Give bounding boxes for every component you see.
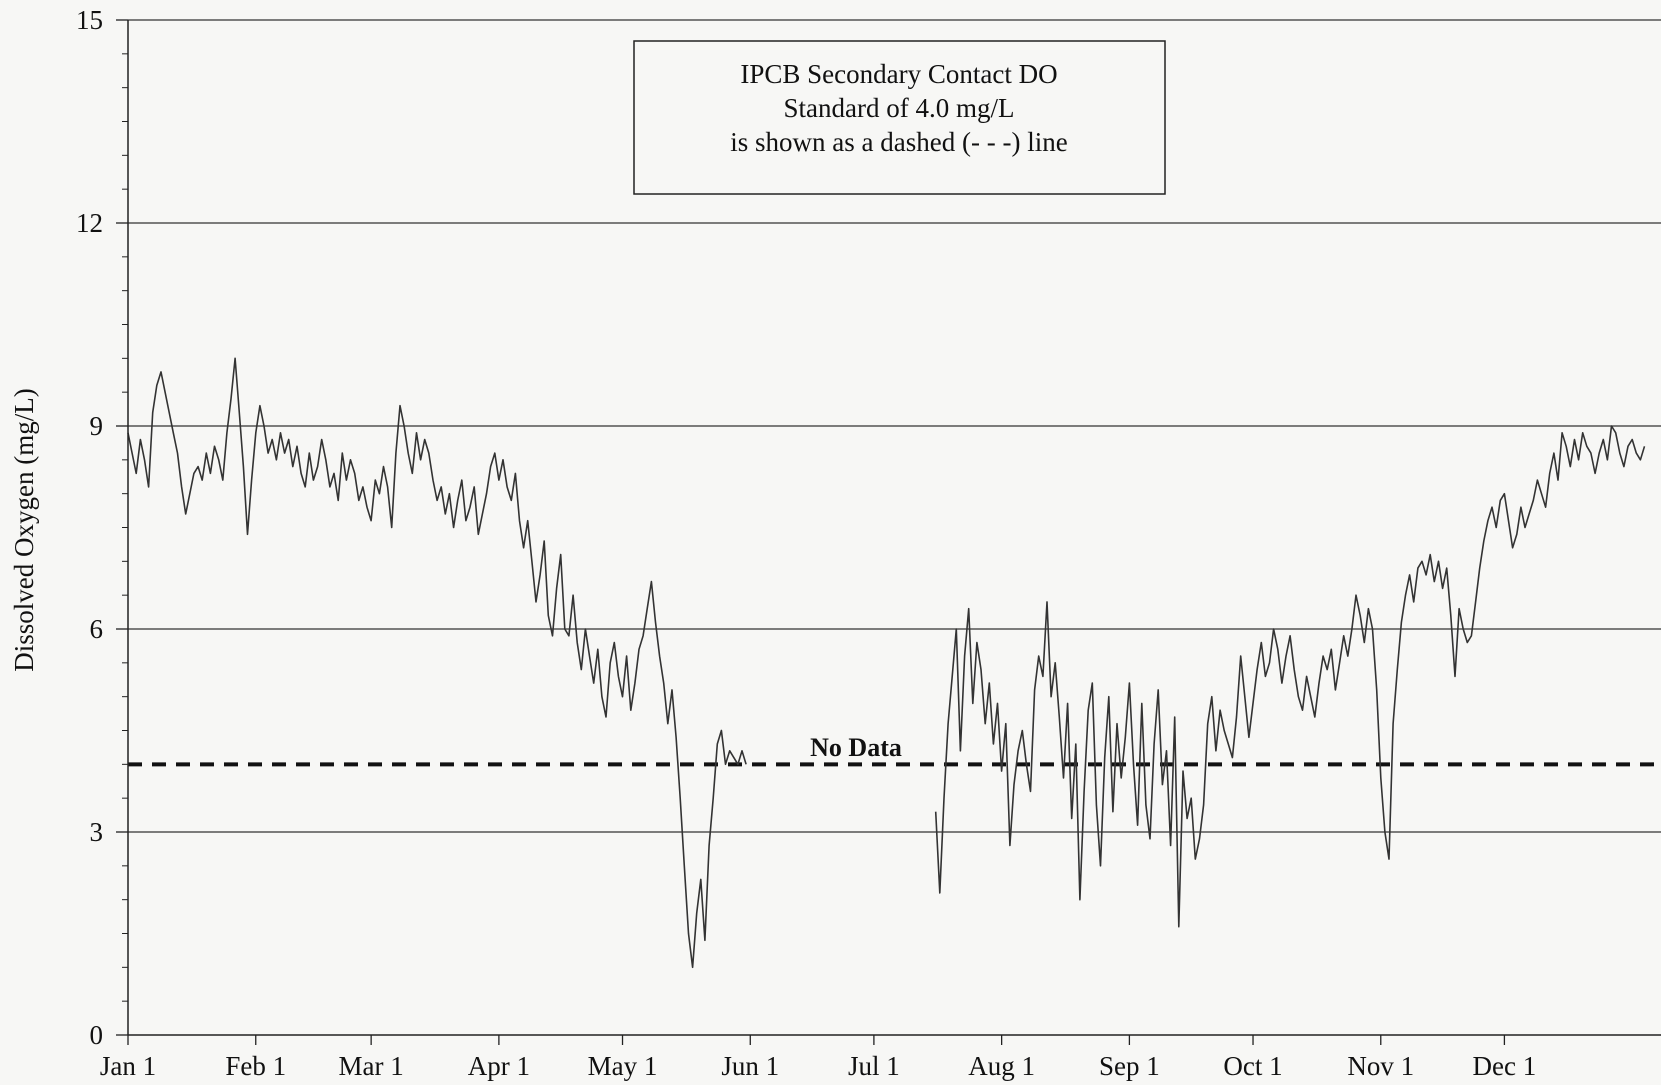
x-tick-label: Apr 1 — [468, 1051, 530, 1081]
annotation-line-1: IPCB Secondary Contact DO — [740, 59, 1057, 89]
axes — [116, 19, 1661, 1045]
x-tick-label: Dec 1 — [1473, 1051, 1537, 1081]
annotation-line-2: Standard of 4.0 mg/L — [784, 93, 1015, 123]
y-tick-label-6: 6 — [90, 614, 104, 644]
x-tick-label: Aug 1 — [968, 1051, 1035, 1081]
x-tick-label: Jun 1 — [721, 1051, 779, 1081]
do-series-line-segment-2 — [934, 425, 1646, 928]
y-tick-label-9: 9 — [90, 411, 104, 441]
do-series-layer — [127, 357, 1646, 969]
y-axis-title: Dissolved Oxygen (mg/L) — [9, 388, 39, 671]
x-tick-label: Feb 1 — [225, 1051, 286, 1081]
x-tick-label: Jan 1 — [100, 1051, 156, 1081]
x-tick-labels: Jan 1 Feb 1 Mar 1 Apr 1 May 1 Jun 1 Jul 1 Aug 1… — [100, 1051, 1536, 1081]
annotation-box-border — [633, 40, 1166, 195]
y-tick-label-0: 0 — [90, 1020, 104, 1050]
grid-lines — [128, 19, 1661, 833]
x-tick-label: Nov 1 — [1347, 1051, 1414, 1081]
do-series-line-segment-1 — [127, 357, 747, 969]
y-tick-label-15: 15 — [76, 5, 103, 35]
x-tick-label: May 1 — [588, 1051, 658, 1081]
annotation-line-3: is shown as a dashed (- - -) line — [730, 127, 1067, 157]
x-tick-label: Mar 1 — [339, 1051, 404, 1081]
x-tick-label: Oct 1 — [1223, 1051, 1282, 1081]
y-tick-label-3: 3 — [90, 817, 104, 847]
x-tick-label: Jul 1 — [848, 1051, 900, 1081]
y-tick-label-12: 12 — [76, 208, 103, 238]
x-tick-label: Sep 1 — [1099, 1051, 1160, 1081]
no-data-label: No Data — [810, 733, 902, 762]
annotation-box: IPCB Secondary Contact DO Standard of 4.… — [633, 40, 1166, 195]
y-tick-labels: 0 3 6 9 12 15 — [76, 5, 103, 1050]
